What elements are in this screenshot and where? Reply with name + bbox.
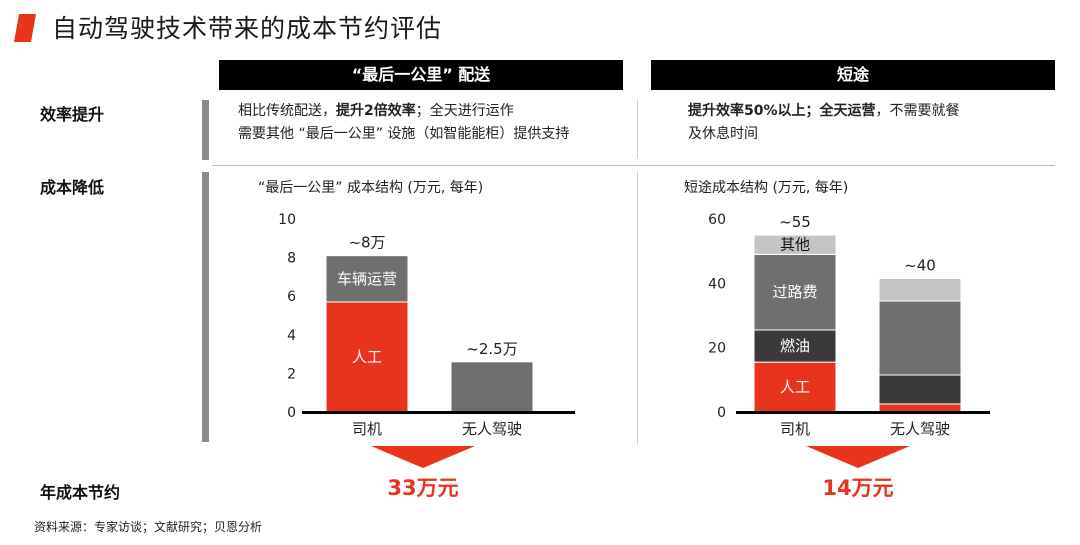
y-tick-label: 0	[287, 405, 296, 421]
y-tick-label: 0	[717, 405, 726, 421]
segment-label: 其他	[780, 236, 810, 254]
bar-segment	[325, 301, 409, 413]
saving-value-left: 33万元	[387, 476, 459, 500]
column-header-last-mile: “最后一公里” 配送	[219, 60, 623, 90]
efficiency-right-line2: 及休息时间	[688, 126, 758, 142]
row-label-saving: 年成本节约	[40, 483, 121, 502]
category-label: 无人驾驶	[462, 420, 522, 438]
efficiency-left-line2: 需要其他 “最后一公里” 设施（如智能能柜）提供支持	[238, 126, 570, 142]
bar-total-label: ~55	[779, 213, 811, 231]
bar-total-label: ~2.5万	[466, 340, 517, 358]
x-axis-line	[302, 411, 575, 414]
source-note: 资料来源：专家访谈；文献研究；贝恩分析	[34, 520, 263, 534]
bar-segment	[450, 361, 534, 413]
bar-segment	[878, 374, 962, 405]
bar-segment	[753, 329, 837, 363]
category-label: 无人驾驶	[890, 420, 950, 438]
saving-arrow-right-icon	[806, 446, 910, 468]
efficiency-left-text: 相比传统配送，提升2倍效率；全天进行运作 需要其他 “最后一公里” 设施（如智能…	[238, 100, 569, 146]
segment-label: 燃油	[780, 337, 810, 355]
bar-segment	[753, 253, 837, 331]
saving-arrow-left-icon	[371, 446, 475, 468]
row-label-cost: 成本降低	[40, 178, 105, 197]
y-tick-label: 60	[708, 212, 726, 228]
category-label: 司机	[780, 420, 810, 438]
chart-left-title: “最后一公里” 成本结构 (万元, 每年)	[258, 180, 484, 196]
row-divider	[212, 165, 1055, 166]
efficiency-right-line1: 提升效率50%以上；全天运营，不需要就餐	[688, 103, 960, 119]
chart-right-title: 短途成本结构 (万元, 每年)	[684, 180, 849, 196]
y-tick-label: 10	[278, 212, 296, 228]
efficiency-right-text: 提升效率50%以上；全天运营，不需要就餐 及休息时间	[688, 100, 960, 146]
cost-row-bar	[202, 172, 209, 442]
efficiency-left-line1: 相比传统配送，提升2倍效率；全天进行运作	[238, 103, 514, 119]
x-axis-line	[736, 411, 990, 414]
bar-segment	[325, 255, 409, 303]
y-tick-label: 40	[708, 276, 726, 292]
cost-column-divider	[637, 172, 638, 444]
y-tick-label: 8	[287, 251, 296, 267]
efficiency-column-divider	[637, 100, 638, 158]
y-tick-label: 6	[287, 289, 296, 305]
y-tick-label: 2	[287, 366, 296, 382]
chart-short-haul-cost: 0 20 40 60 人工 燃油 过路费 其他 ~55 司机 ~40 无人驾驶	[708, 212, 990, 438]
row-label-efficiency: 效率提升	[40, 105, 105, 124]
title-marker-icon	[14, 14, 36, 42]
bar-segment	[878, 403, 962, 413]
segment-label: 车辆运营	[337, 270, 397, 288]
category-label: 司机	[352, 420, 382, 438]
segment-label: 人工	[780, 378, 810, 396]
page-title: 自动驾驶技术带来的成本节约评估	[52, 14, 443, 43]
segment-label: 过路费	[772, 283, 817, 301]
segment-label: 人工	[352, 348, 382, 366]
bar-segment	[753, 234, 837, 255]
y-tick-label: 20	[708, 341, 726, 357]
bar-segment	[878, 278, 962, 302]
bar-total-label: ~40	[904, 257, 936, 275]
column-header-short-haul: 短途	[651, 60, 1055, 90]
y-tick-label: 4	[287, 328, 296, 344]
bar-total-label: ~8万	[348, 234, 385, 252]
saving-value-right: 14万元	[822, 476, 894, 500]
efficiency-row-bar	[202, 100, 209, 160]
bar-segment	[878, 300, 962, 376]
